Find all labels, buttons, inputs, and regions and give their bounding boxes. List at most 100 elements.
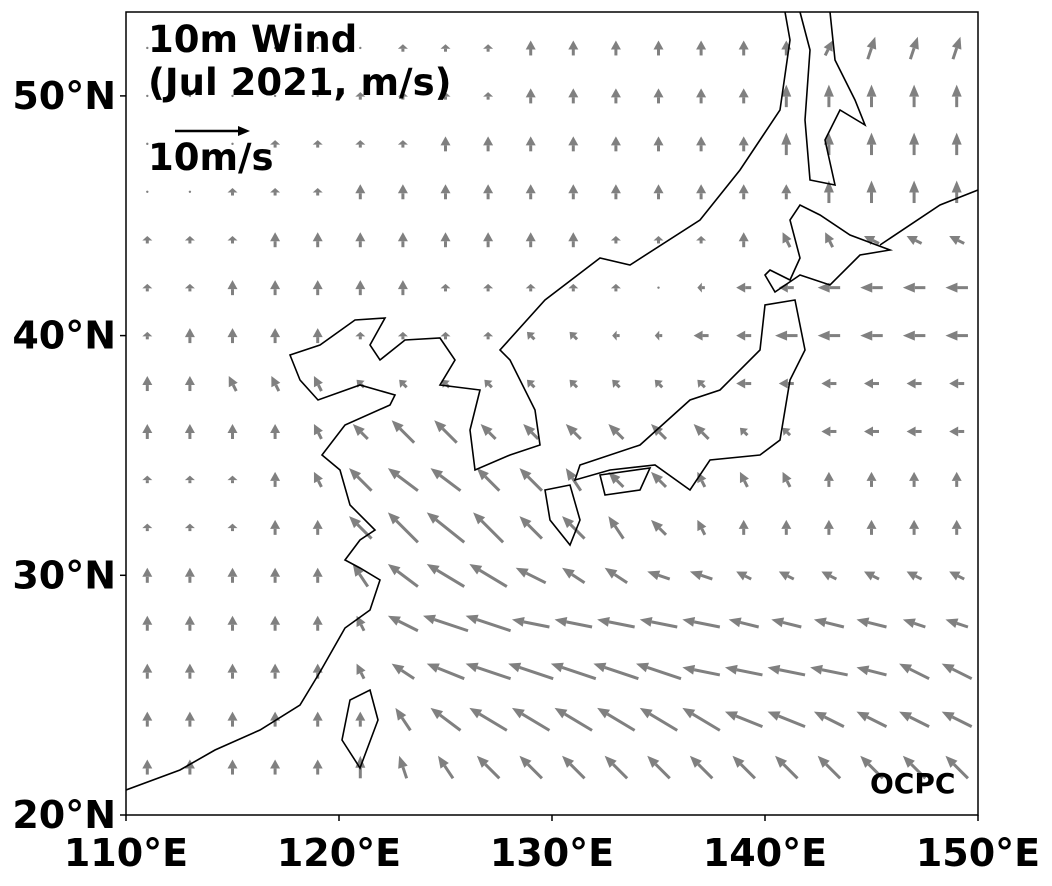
wind-arrow — [696, 235, 707, 244]
arrow-head — [856, 665, 870, 676]
wind-arrow — [738, 88, 749, 104]
wind-arrow — [778, 571, 795, 581]
wind-arrow — [397, 44, 408, 52]
arrow-shaft — [439, 474, 462, 492]
wind-arrow — [825, 232, 835, 248]
wind-arrow — [313, 376, 323, 392]
wind-arrow — [312, 188, 323, 196]
arrow-head — [782, 471, 792, 484]
wind-arrow — [271, 376, 281, 392]
wind-arrow — [142, 235, 153, 244]
arrow-head — [313, 376, 323, 388]
arrow-dot — [316, 94, 319, 98]
arrow-head — [739, 471, 749, 484]
arrow-head — [949, 426, 959, 437]
arrow-head — [476, 468, 489, 481]
arrow-shaft — [957, 239, 965, 245]
arrow-shaft — [779, 668, 806, 677]
wind-arrow — [227, 475, 238, 484]
arrow-head — [525, 40, 536, 50]
arrow-shaft — [613, 573, 628, 585]
arrow-head — [951, 36, 962, 50]
wind-arrow — [231, 46, 234, 50]
wind-arrow — [647, 755, 671, 780]
arrow-shaft — [909, 715, 930, 728]
arrow-shaft — [566, 620, 593, 629]
wind-arrow — [184, 663, 195, 679]
arrow-head — [604, 755, 617, 768]
arrow-head — [610, 136, 621, 146]
arrow-head — [525, 232, 536, 242]
arrow-shaft — [317, 384, 323, 392]
arrow-shaft — [691, 712, 721, 732]
wind-arrow — [387, 564, 419, 588]
arrow-head — [568, 88, 579, 98]
arrow-head — [951, 132, 962, 145]
arrow-head — [525, 136, 536, 146]
arrow-head — [693, 423, 706, 436]
arrow-head — [426, 564, 440, 575]
wind-arrow — [866, 132, 877, 156]
wind-arrow — [227, 567, 238, 583]
arrow-head — [465, 614, 479, 625]
coastline — [879, 189, 979, 246]
wind-arrow — [906, 235, 923, 245]
wind-arrow — [355, 331, 366, 340]
wind-arrow — [856, 711, 888, 728]
arrow-head — [608, 516, 620, 529]
coastline — [341, 688, 379, 770]
wind-arrow — [188, 190, 192, 193]
arrow-head — [469, 707, 483, 719]
arrow-dot — [273, 46, 277, 50]
arrow-head — [526, 379, 535, 388]
arrow-head — [312, 140, 323, 145]
arrow-shaft — [829, 574, 838, 581]
arrow-shaft — [484, 763, 501, 780]
arrow-shaft — [785, 480, 792, 488]
arrow-head — [519, 755, 532, 768]
wind-arrow — [397, 140, 408, 148]
arrow-head — [945, 330, 958, 341]
arrow-head — [397, 44, 408, 49]
coastline — [125, 11, 791, 791]
wind-arrow — [227, 280, 238, 296]
arrow-head — [227, 615, 238, 625]
wind-arrow — [899, 711, 930, 728]
wind-arrow — [817, 330, 841, 341]
arrow-head — [387, 564, 401, 576]
arrow-head — [397, 140, 408, 145]
arrow-head — [696, 184, 707, 194]
wind-arrow — [355, 92, 366, 100]
arrow-head — [313, 423, 323, 436]
arrow-head — [866, 519, 877, 529]
wind-arrow — [653, 184, 664, 200]
arrow-head — [562, 567, 575, 579]
wind-arrow — [227, 235, 238, 244]
arrow-shaft — [823, 715, 845, 728]
arrow-head — [864, 571, 876, 581]
arrow-head — [184, 475, 195, 481]
arrow-head — [270, 759, 281, 769]
arrow-shaft — [700, 383, 706, 389]
wind-arrow — [476, 468, 501, 492]
arrow-shaft — [613, 525, 625, 540]
arrow-shaft — [572, 383, 579, 389]
arrow-head — [355, 140, 366, 145]
arrow-shaft — [439, 713, 462, 732]
arrow-head — [312, 519, 323, 529]
arrow-head — [352, 564, 364, 577]
wind-arrow — [568, 88, 579, 104]
arrow-head — [697, 519, 707, 532]
arrow-head — [902, 330, 915, 341]
wind-arrow — [270, 280, 281, 296]
wind-arrow — [423, 614, 469, 633]
wind-arrow — [902, 282, 926, 293]
arrow-shaft — [435, 518, 466, 544]
arrow-head — [519, 468, 532, 481]
wind-arrow — [821, 571, 838, 581]
wind-arrow — [697, 519, 707, 536]
wind-arrow — [184, 423, 195, 439]
arrow-dot — [188, 190, 192, 193]
arrow-head — [184, 235, 195, 241]
wind-arrow — [227, 663, 238, 679]
